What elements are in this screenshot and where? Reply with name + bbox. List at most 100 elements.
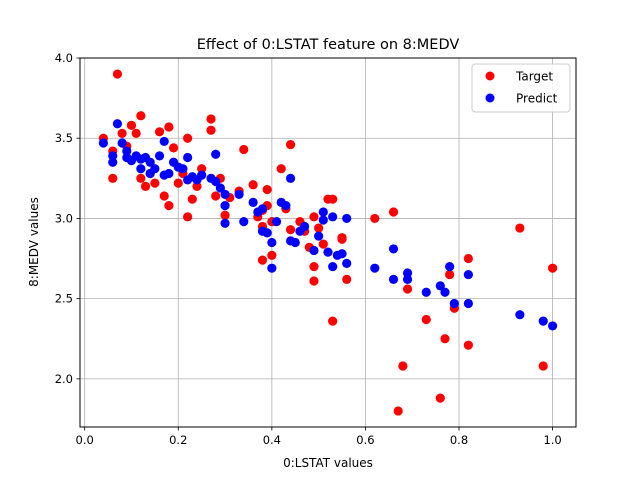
x-tick-label: 0.2 [169, 433, 187, 447]
point-target [164, 201, 174, 211]
point-target [435, 393, 445, 403]
point-target [154, 127, 165, 137]
point-predict [262, 228, 272, 238]
y-tick-label: 4.0 [55, 51, 73, 65]
point-target [136, 111, 146, 121]
point-target [538, 361, 548, 371]
x-axis-label: 0:LSTAT values [283, 456, 373, 470]
x-tick-label: 0.8 [450, 433, 468, 447]
data-points [98, 69, 558, 416]
point-target [150, 178, 160, 188]
point-target [257, 255, 268, 265]
point-target [117, 128, 127, 139]
point-target [164, 122, 174, 132]
point-predict [136, 164, 146, 174]
point-predict [342, 213, 352, 224]
point-predict [267, 263, 277, 273]
point-target [262, 184, 272, 195]
y-tick-label: 2.5 [55, 292, 73, 306]
point-target [388, 207, 399, 217]
point-target [370, 213, 380, 224]
point-target [267, 250, 277, 260]
point-target [398, 361, 408, 371]
point-predict [271, 217, 282, 227]
point-target [276, 164, 286, 174]
legend-label-target: Target [515, 70, 553, 84]
point-predict [548, 321, 558, 331]
point-predict [445, 261, 455, 272]
point-predict [328, 261, 338, 272]
point-predict [183, 152, 193, 163]
y-tick-label: 3.0 [55, 211, 73, 225]
x-tick-label: 1.0 [543, 433, 561, 447]
point-target [393, 406, 403, 416]
chart-title: Effect of 0:LSTAT feature on 8:MEDV [197, 37, 460, 53]
point-target [248, 180, 258, 190]
point-predict [211, 176, 221, 187]
point-target [112, 69, 123, 79]
point-predict [314, 231, 324, 241]
point-predict [300, 221, 310, 232]
point-predict [220, 201, 230, 211]
point-predict [281, 201, 291, 211]
point-target [402, 284, 413, 294]
point-target [309, 276, 319, 286]
point-predict [267, 237, 277, 248]
point-target [206, 125, 216, 135]
point-predict [154, 151, 165, 161]
point-target [440, 334, 450, 344]
legend-label-predict: Predict [516, 92, 558, 106]
point-predict [435, 281, 445, 291]
point-predict [370, 263, 380, 273]
x-tick-label: 0.4 [263, 433, 281, 447]
point-predict [318, 207, 328, 217]
point-target [159, 191, 169, 201]
plot-frame [79, 57, 577, 428]
point-predict [117, 138, 127, 148]
point-target [136, 173, 146, 183]
point-predict [159, 136, 169, 147]
point-predict [463, 269, 473, 280]
point-target [445, 269, 455, 280]
x-tick-label: 0.0 [76, 433, 94, 447]
axis-ticks: 0.0 0.2 0.4 0.6 0.8 1.0 2.0 2.5 3.0 3.5 4.0 [55, 51, 562, 447]
point-predict [538, 316, 548, 326]
point-target [463, 253, 473, 264]
point-target [342, 274, 352, 284]
point-target [187, 194, 197, 204]
point-predict [318, 215, 328, 225]
y-axis-label: 8:MEDV values [27, 197, 41, 287]
point-target [126, 120, 137, 130]
point-predict [440, 287, 450, 297]
point-predict [197, 170, 207, 180]
point-predict [122, 146, 132, 156]
point-target [183, 212, 193, 222]
point-target [328, 316, 338, 326]
x-tick-label: 0.6 [356, 433, 374, 447]
point-predict [150, 164, 160, 174]
point-predict [215, 183, 225, 193]
point-predict [463, 298, 473, 309]
point-target [220, 210, 230, 220]
point-predict [112, 119, 123, 129]
point-target [515, 223, 525, 233]
point-predict [108, 151, 118, 161]
point-target [173, 178, 183, 188]
point-predict [164, 168, 174, 179]
point-predict [342, 258, 352, 268]
point-target [337, 234, 347, 244]
point-predict [145, 157, 155, 167]
point-target [318, 239, 328, 249]
point-target [168, 143, 179, 153]
point-predict [178, 164, 188, 174]
point-target [192, 181, 202, 191]
point-target [140, 181, 151, 191]
point-predict [337, 249, 347, 259]
point-target [197, 164, 207, 174]
point-predict [257, 204, 268, 214]
point-target [108, 173, 118, 183]
legend: Target Predict [471, 63, 571, 113]
point-predict [323, 247, 333, 257]
point-target [183, 133, 193, 143]
point-predict [402, 268, 413, 278]
